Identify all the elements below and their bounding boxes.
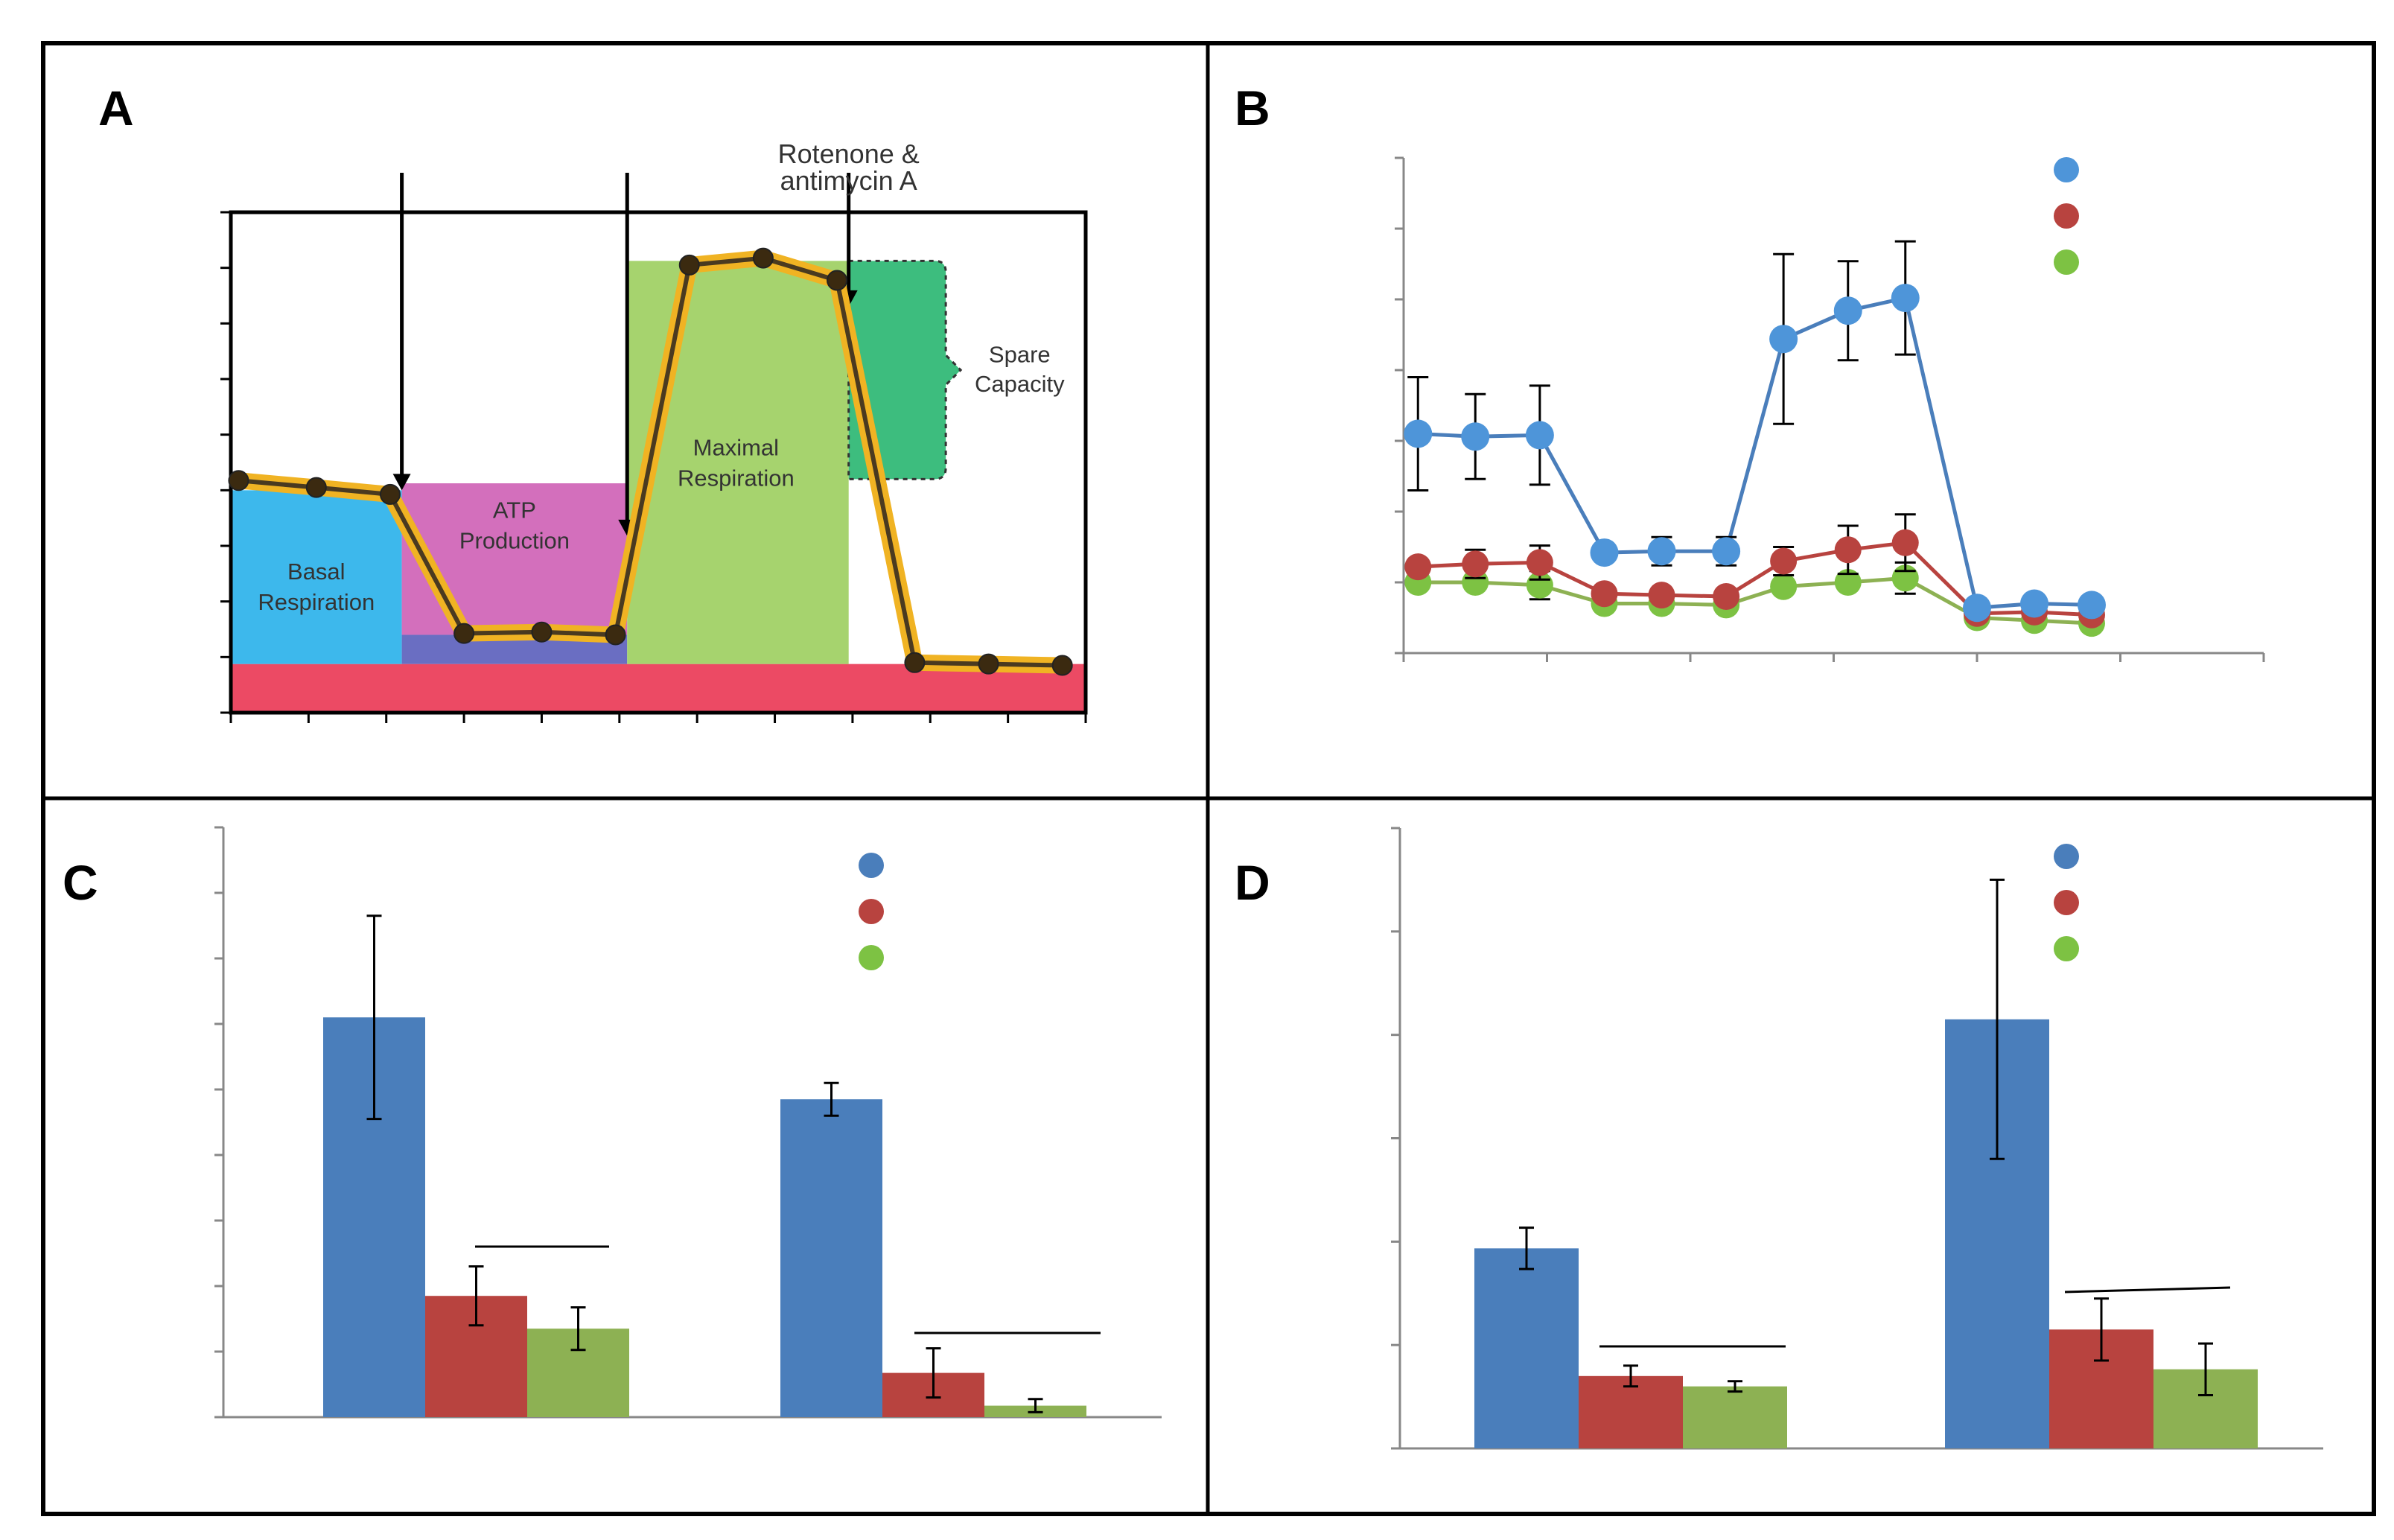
region-label-atp-line2: Production xyxy=(459,528,570,554)
legend-marker-cart xyxy=(2054,249,2079,275)
ocr-data-point xyxy=(379,483,401,505)
bar-untreated xyxy=(1474,1248,1579,1448)
legend-marker-untreated xyxy=(2054,157,2079,182)
region-label-atp-line1: ATP xyxy=(493,497,536,524)
legend-marker-untreated xyxy=(2054,844,2079,869)
data-point-hivtat xyxy=(1526,549,1553,576)
region-label-basal-line2: Respiration xyxy=(258,589,375,615)
series-line-cart xyxy=(1418,576,2092,626)
legend-marker-hivtat xyxy=(859,899,884,924)
region-nonmito xyxy=(231,664,1086,713)
ocr-data-point xyxy=(678,254,700,276)
injection-arrow-head xyxy=(392,474,411,491)
data-point-untreated xyxy=(1647,537,1676,566)
panel-c: C xyxy=(63,826,1162,1419)
data-point-untreated xyxy=(2020,589,2048,618)
injection-label-rotenone-line1: Rotenone & xyxy=(778,139,920,169)
data-point-hivtat xyxy=(1462,550,1489,578)
region-label-maximal-line1: Maximal xyxy=(693,435,779,461)
region-basal xyxy=(231,490,402,664)
bar-hivtat xyxy=(1579,1375,1683,1448)
panel-label: D xyxy=(1235,855,1270,910)
ocr-data-point xyxy=(904,652,926,673)
data-point-untreated xyxy=(2078,591,2106,620)
data-point-hivtat xyxy=(1713,583,1740,610)
panel-d: D xyxy=(1235,827,2323,1450)
data-point-hivtat xyxy=(1834,536,1862,564)
region-label-maximal-line2: Respiration xyxy=(678,465,795,491)
data-point-untreated xyxy=(1712,537,1741,566)
panel-label: A xyxy=(98,80,134,136)
region-maximal xyxy=(627,261,849,664)
legend-marker-cart xyxy=(859,945,884,970)
region-label-basal-line1: Basal xyxy=(287,559,346,585)
ocr-data-point xyxy=(827,270,848,291)
panel-label: C xyxy=(63,855,98,910)
panel-label: B xyxy=(1235,80,1270,136)
region-atp xyxy=(401,483,628,635)
data-point-cart xyxy=(1834,569,1862,596)
ocr-data-point xyxy=(453,623,475,644)
ocr-data-point xyxy=(605,624,626,646)
panel-a: A Basal Respiration ATP Production Maximal Res… xyxy=(98,80,1088,723)
ocr-data-point xyxy=(978,653,999,675)
data-point-cart xyxy=(1462,569,1489,596)
legend-marker-hivtat xyxy=(2054,890,2079,915)
region-spare xyxy=(847,259,963,480)
legend-marker-cart xyxy=(2054,936,2079,961)
bar-untreated xyxy=(780,1099,882,1417)
data-point-untreated xyxy=(1891,284,1920,313)
data-point-hivtat xyxy=(1648,582,1675,609)
data-point-hivtat xyxy=(1404,553,1432,581)
ocr-data-point xyxy=(752,247,774,269)
data-point-untreated xyxy=(1525,421,1554,450)
data-point-untreated xyxy=(1833,296,1862,325)
plot-frame xyxy=(229,210,1088,715)
data-point-untreated xyxy=(1461,422,1490,451)
data-point-untreated xyxy=(1769,325,1798,354)
data-point-hivtat xyxy=(1591,580,1618,608)
ocr-data-point xyxy=(531,621,553,643)
injection-label-rotenone-line2: antimycin A xyxy=(780,165,917,196)
region-label-spare-line2: Capacity xyxy=(975,371,1065,397)
data-point-untreated xyxy=(1963,594,1991,623)
significance-line xyxy=(2064,1286,2231,1294)
ocr-data-point xyxy=(1051,655,1073,676)
data-point-cart xyxy=(1770,573,1798,600)
bar-cart xyxy=(1683,1386,1787,1448)
data-point-hivtat xyxy=(1770,547,1798,575)
legend-marker-hivtat xyxy=(2054,203,2079,229)
ocr-data-point xyxy=(305,477,327,498)
ocr-trace-line xyxy=(238,255,1063,668)
data-point-untreated xyxy=(1404,419,1433,448)
legend-marker-untreated xyxy=(859,853,884,878)
data-point-hivtat xyxy=(1891,529,1919,556)
data-point-untreated xyxy=(1590,538,1619,567)
region-label-spare-line1: Spare xyxy=(989,342,1051,368)
panel-b: B xyxy=(1235,80,2265,662)
ocr-data-point xyxy=(228,470,249,491)
